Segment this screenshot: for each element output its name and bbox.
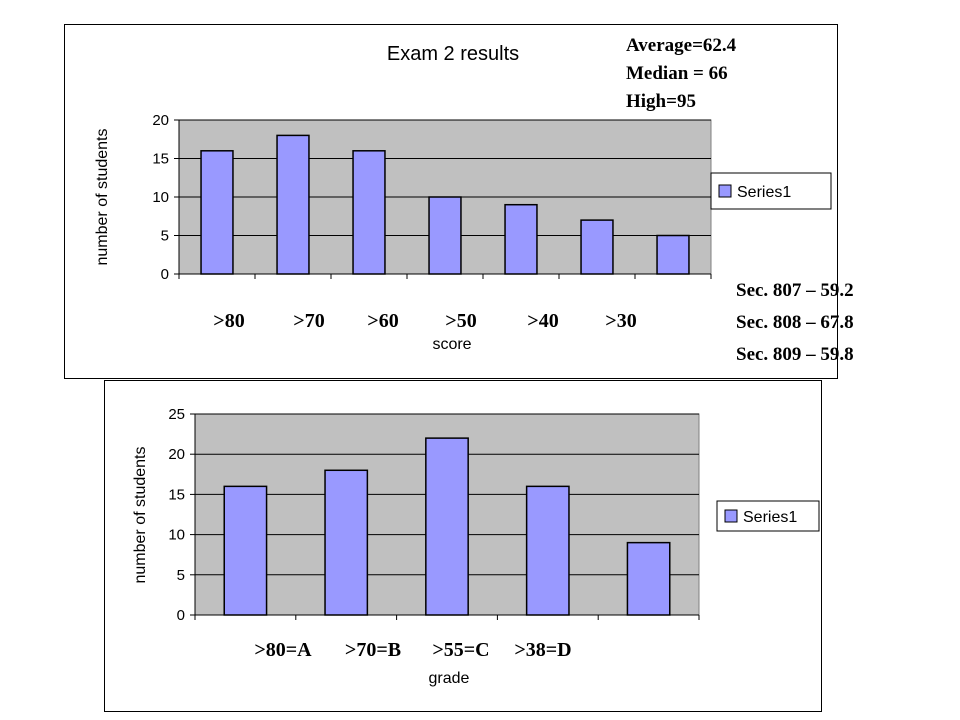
y-axis-label: number of students bbox=[132, 447, 149, 584]
category-label: >60 bbox=[367, 310, 398, 332]
y-tick-label: 10 bbox=[168, 527, 185, 544]
bar bbox=[200, 150, 234, 275]
category-label: >80=A bbox=[254, 639, 312, 661]
chart-score: 0 5 10 15 20 >80 >70 >60 >50 >40 >30 Exam 2 results… bbox=[64, 24, 838, 379]
y-tick-label: 5 bbox=[161, 228, 169, 245]
bar bbox=[223, 485, 268, 616]
bar bbox=[626, 541, 671, 616]
category-label: >80 bbox=[213, 310, 244, 332]
bar bbox=[525, 485, 570, 616]
legend-box bbox=[710, 172, 832, 210]
chart-title: Exam 2 results bbox=[387, 43, 519, 65]
y-tick-label: 5 bbox=[177, 567, 185, 584]
legend-swatch bbox=[724, 509, 738, 523]
legend-swatch bbox=[718, 184, 732, 198]
bar bbox=[425, 437, 469, 616]
x-axis-label: grade bbox=[429, 670, 470, 687]
y-tick-label: 20 bbox=[168, 446, 185, 463]
chart-grade-svg: 0 5 10 15 20 25 >80=A >70=B >55=C >38=D grade numbe… bbox=[132, 406, 820, 687]
y-tick-label: 0 bbox=[177, 607, 185, 624]
category-label: >40 bbox=[527, 310, 558, 332]
y-tick-label: 20 bbox=[152, 112, 169, 129]
bar bbox=[580, 219, 614, 275]
bar bbox=[352, 150, 386, 275]
bar bbox=[656, 234, 690, 275]
bar bbox=[324, 469, 369, 616]
average-text: Average=62.4 bbox=[626, 35, 737, 56]
bar bbox=[504, 203, 538, 275]
bar bbox=[428, 196, 462, 275]
high-text: High=95 bbox=[626, 91, 696, 112]
chart-score-svg: 0 5 10 15 20 >80 >70 >60 >50 >40 >30 Exam 2 results… bbox=[94, 43, 832, 353]
legend-label: Series1 bbox=[743, 509, 797, 526]
x-axis-label: score bbox=[432, 336, 471, 353]
category-label: >55=C bbox=[432, 639, 489, 661]
category-label: >30 bbox=[605, 310, 636, 332]
category-label: >70=B bbox=[345, 639, 401, 661]
median-text: Median = 66 bbox=[626, 63, 728, 84]
y-tick-label: 0 bbox=[161, 266, 169, 283]
y-tick-label: 15 bbox=[152, 151, 169, 168]
category-label: >70 bbox=[293, 310, 324, 332]
bar bbox=[276, 134, 310, 275]
category-label: >50 bbox=[445, 310, 476, 332]
section-averages: Sec. 807 – 59.2 Sec. 808 – 67.8 Sec. 809… bbox=[736, 275, 854, 371]
y-tick-label: 10 bbox=[152, 189, 169, 206]
summary-stats: Average=62.4 Median = 66 High=95 bbox=[626, 32, 736, 116]
section-807-text: Sec. 807 – 59.2 bbox=[736, 280, 854, 301]
section-809-text: Sec. 809 – 59.8 bbox=[736, 344, 854, 365]
legend-label: Series1 bbox=[737, 184, 791, 201]
section-808-text: Sec. 808 – 67.8 bbox=[736, 312, 854, 333]
y-tick-label: 25 bbox=[168, 406, 185, 423]
chart-grade: 0 5 10 15 20 25 >80=A >70=B >55=C >38=D grade numbe… bbox=[104, 380, 822, 712]
y-axis-label: number of students bbox=[94, 129, 111, 266]
category-label: >38=D bbox=[514, 639, 571, 661]
y-tick-label: 15 bbox=[168, 486, 185, 503]
